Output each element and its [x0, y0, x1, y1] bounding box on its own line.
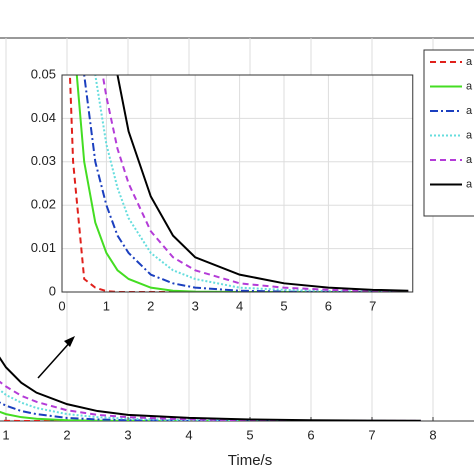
legend-label: a	[466, 105, 473, 117]
inset-frame	[61, 74, 414, 293]
series-line	[94, 75, 409, 292]
lines	[68, 75, 409, 292]
x-tick-label: 3	[124, 427, 131, 442]
x-tick-label: 4	[185, 427, 192, 442]
x-tick-label: 1	[2, 427, 9, 442]
x-tick-label: 8	[429, 427, 436, 442]
inset-background	[62, 75, 413, 292]
x-tick-label: 2	[63, 427, 70, 442]
x-tick-label: 6	[307, 427, 314, 442]
x-tick-label: 7	[369, 298, 376, 313]
arrow	[37, 339, 73, 379]
series-line	[75, 75, 409, 292]
y-tick-label: 0.04	[31, 110, 56, 125]
legend-label: a	[466, 129, 473, 141]
y-tick-label: 0.05	[31, 66, 56, 81]
x-tick-label: 5	[246, 427, 253, 442]
series-line	[0, 356, 421, 421]
x-tick-label: 4	[236, 298, 243, 313]
series-line	[101, 75, 409, 292]
y-tick-label: 0.01	[31, 240, 56, 255]
series-line	[0, 410, 421, 421]
y-tick-label: 0	[49, 283, 56, 298]
lines	[0, 356, 421, 421]
x-axis-label: Time/s	[228, 452, 272, 469]
x-tick-label: 7	[368, 427, 375, 442]
series-line	[83, 75, 409, 292]
x-tick-label: 5	[280, 298, 287, 313]
legend-box	[423, 49, 474, 217]
x-tick-label: 2	[147, 298, 154, 313]
y-tick-label: 0.02	[31, 197, 56, 212]
x-tick-label: 6	[325, 298, 332, 313]
x-tick-label: 0	[58, 298, 65, 313]
legend-label: a	[466, 56, 473, 68]
x-tick-label: 1	[103, 298, 110, 313]
arrow-head	[64, 336, 75, 347]
legend-label: a	[466, 178, 473, 190]
x-tick-label: 3	[192, 298, 199, 313]
inset-plot: 0 1 2 3 4 5 6 7 0 0.01 0.02 0.03 0.04 0.05	[31, 66, 414, 313]
legend-label: a	[466, 80, 473, 92]
legend-label: a	[466, 154, 473, 166]
series-line	[116, 75, 409, 292]
y-tick-label: 0.03	[31, 153, 56, 168]
